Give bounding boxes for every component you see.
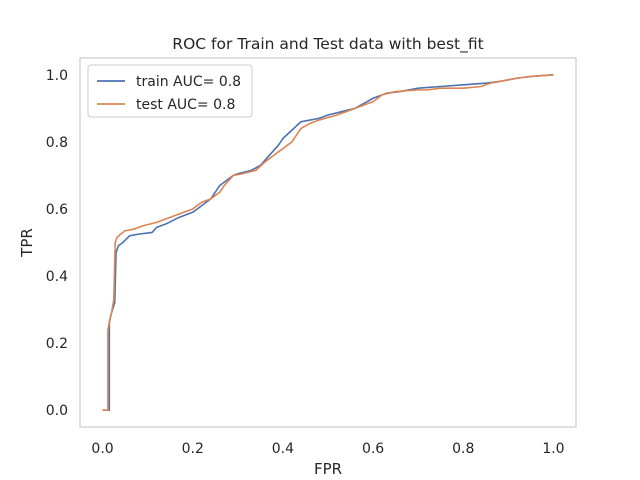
series-line-train xyxy=(102,73,554,412)
plot-frame xyxy=(79,57,577,428)
legend-label: train AUC= 0.8 xyxy=(136,74,241,90)
x-axis: 0.0 0.2 0.4 0.6 0.8 1.0 xyxy=(91,441,564,457)
legend-box xyxy=(87,64,253,118)
y-tick-label: 0.0 xyxy=(46,403,68,419)
y-axis: 0.0 0.2 0.4 0.6 0.8 1.0 xyxy=(46,68,68,419)
x-tick-label: 0.8 xyxy=(452,441,474,457)
x-tick-label: 1.0 xyxy=(542,441,564,457)
y-tick-label: 0.8 xyxy=(46,135,68,151)
y-tick-label: 0.4 xyxy=(46,269,68,285)
y-tick-label: 0.6 xyxy=(46,202,68,218)
series-line-test xyxy=(102,73,554,412)
y-tick-label: 0.2 xyxy=(46,336,68,352)
legend: train AUC= 0.8 test AUC= 0.8 xyxy=(87,64,253,118)
x-tick-label: 0.6 xyxy=(362,441,384,457)
x-tick-label: 0.2 xyxy=(182,441,204,457)
y-axis-label: TPR xyxy=(18,228,36,258)
x-axis-label: FPR xyxy=(314,460,342,478)
legend-label: test AUC= 0.8 xyxy=(136,97,235,113)
x-tick-label: 0.0 xyxy=(91,441,113,457)
chart-title: ROC for Train and Test data with best_fi… xyxy=(172,35,483,54)
x-tick-label: 0.4 xyxy=(272,441,294,457)
y-tick-label: 1.0 xyxy=(46,68,68,84)
